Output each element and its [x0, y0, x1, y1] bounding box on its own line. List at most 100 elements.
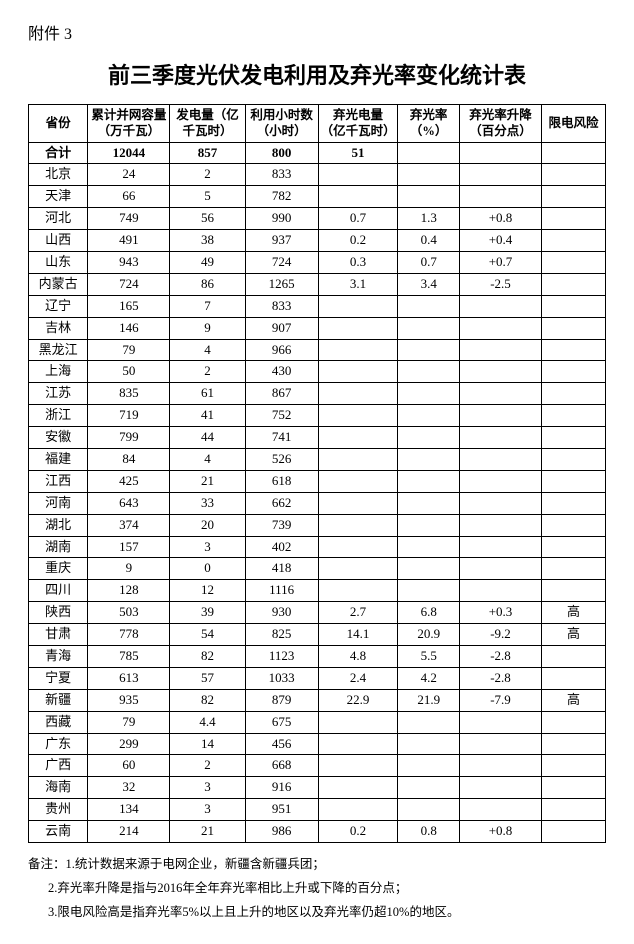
cell-hours: 916	[245, 777, 318, 799]
table-row: 陕西503399302.76.8+0.3高	[29, 602, 606, 624]
cell-province: 海南	[29, 777, 88, 799]
cell-change: -2.8	[459, 667, 541, 689]
cell-rate	[398, 514, 460, 536]
cell-curtailed: 51	[318, 142, 398, 164]
cell-hours: 879	[245, 689, 318, 711]
cell-province: 江西	[29, 470, 88, 492]
col-rate: 弃光率（%）	[398, 105, 460, 143]
cell-province: 青海	[29, 645, 88, 667]
cell-province: 贵州	[29, 799, 88, 821]
cell-risk	[542, 142, 606, 164]
table-row: 安徽79944741	[29, 427, 606, 449]
table-row: 贵州1343951	[29, 799, 606, 821]
note-1: 备注：1.统计数据来源于电网企业，新疆含新疆兵团；	[28, 857, 325, 871]
cell-change	[459, 580, 541, 602]
cell-change: +0.8	[459, 208, 541, 230]
cell-capacity: 724	[88, 273, 170, 295]
cell-province: 内蒙古	[29, 273, 88, 295]
col-curtailed: 弃光电量（亿千瓦时）	[318, 105, 398, 143]
cell-change	[459, 448, 541, 470]
cell-generation: 3	[170, 536, 245, 558]
cell-curtailed: 2.7	[318, 602, 398, 624]
note-3: 3.限电风险高是指弃光率5%以上且上升的地区以及弃光率仍超10%的地区。	[48, 901, 606, 925]
cell-generation: 56	[170, 208, 245, 230]
table-row: 湖南1573402	[29, 536, 606, 558]
cell-rate: 0.4	[398, 230, 460, 252]
cell-capacity: 799	[88, 427, 170, 449]
cell-curtailed: 0.7	[318, 208, 398, 230]
cell-capacity: 32	[88, 777, 170, 799]
col-risk: 限电风险	[542, 105, 606, 143]
cell-risk	[542, 295, 606, 317]
table-row: 山东943497240.30.7+0.7	[29, 251, 606, 273]
cell-hours: 1116	[245, 580, 318, 602]
cell-capacity: 84	[88, 448, 170, 470]
cell-rate	[398, 470, 460, 492]
cell-generation: 3	[170, 777, 245, 799]
cell-change	[459, 777, 541, 799]
cell-rate	[398, 711, 460, 733]
cell-generation: 4	[170, 448, 245, 470]
cell-risk	[542, 251, 606, 273]
table-row: 内蒙古7248612653.13.4-2.5	[29, 273, 606, 295]
cell-generation: 41	[170, 405, 245, 427]
cell-generation: 82	[170, 645, 245, 667]
cell-rate	[398, 448, 460, 470]
cell-rate	[398, 295, 460, 317]
cell-change	[459, 339, 541, 361]
cell-province: 西藏	[29, 711, 88, 733]
cell-rate: 5.5	[398, 645, 460, 667]
table-row: 江苏83561867	[29, 383, 606, 405]
cell-generation: 57	[170, 667, 245, 689]
cell-risk	[542, 645, 606, 667]
table-row: 河北749569900.71.3+0.8	[29, 208, 606, 230]
cell-change	[459, 427, 541, 449]
cell-change: -2.8	[459, 645, 541, 667]
cell-risk	[542, 799, 606, 821]
cell-province: 北京	[29, 164, 88, 186]
cell-hours: 833	[245, 295, 318, 317]
cell-risk	[542, 470, 606, 492]
cell-rate	[398, 558, 460, 580]
cell-province: 山西	[29, 230, 88, 252]
cell-capacity: 214	[88, 821, 170, 843]
cell-province: 广西	[29, 755, 88, 777]
cell-change	[459, 405, 541, 427]
cell-risk	[542, 448, 606, 470]
cell-generation: 20	[170, 514, 245, 536]
cell-rate: 0.8	[398, 821, 460, 843]
cell-capacity: 79	[88, 711, 170, 733]
table-row: 宁夏6135710332.44.2-2.8	[29, 667, 606, 689]
table-body: 合计1204485780051北京242833天津665782河北7495699…	[29, 142, 606, 843]
cell-risk	[542, 733, 606, 755]
cell-curtailed	[318, 580, 398, 602]
cell-curtailed	[318, 339, 398, 361]
cell-rate	[398, 492, 460, 514]
note-2: 2.弃光率升降是指与2016年全年弃光率相比上升或下降的百分点；	[48, 877, 606, 901]
cell-curtailed	[318, 164, 398, 186]
cell-curtailed: 3.1	[318, 273, 398, 295]
cell-curtailed	[318, 295, 398, 317]
cell-hours: 430	[245, 361, 318, 383]
table-row: 重庆90418	[29, 558, 606, 580]
col-capacity: 累计并网容量（万千瓦）	[88, 105, 170, 143]
cell-rate: 0.7	[398, 251, 460, 273]
cell-generation: 49	[170, 251, 245, 273]
cell-risk: 高	[542, 624, 606, 646]
cell-capacity: 12044	[88, 142, 170, 164]
cell-capacity: 643	[88, 492, 170, 514]
cell-risk	[542, 821, 606, 843]
cell-capacity: 425	[88, 470, 170, 492]
cell-curtailed: 0.3	[318, 251, 398, 273]
cell-province: 辽宁	[29, 295, 88, 317]
cell-hours: 1123	[245, 645, 318, 667]
cell-risk	[542, 667, 606, 689]
cell-rate: 1.3	[398, 208, 460, 230]
cell-curtailed	[318, 733, 398, 755]
cell-capacity: 613	[88, 667, 170, 689]
cell-change	[459, 470, 541, 492]
cell-risk: 高	[542, 689, 606, 711]
table-row: 浙江71941752	[29, 405, 606, 427]
cell-curtailed	[318, 383, 398, 405]
cell-curtailed	[318, 536, 398, 558]
